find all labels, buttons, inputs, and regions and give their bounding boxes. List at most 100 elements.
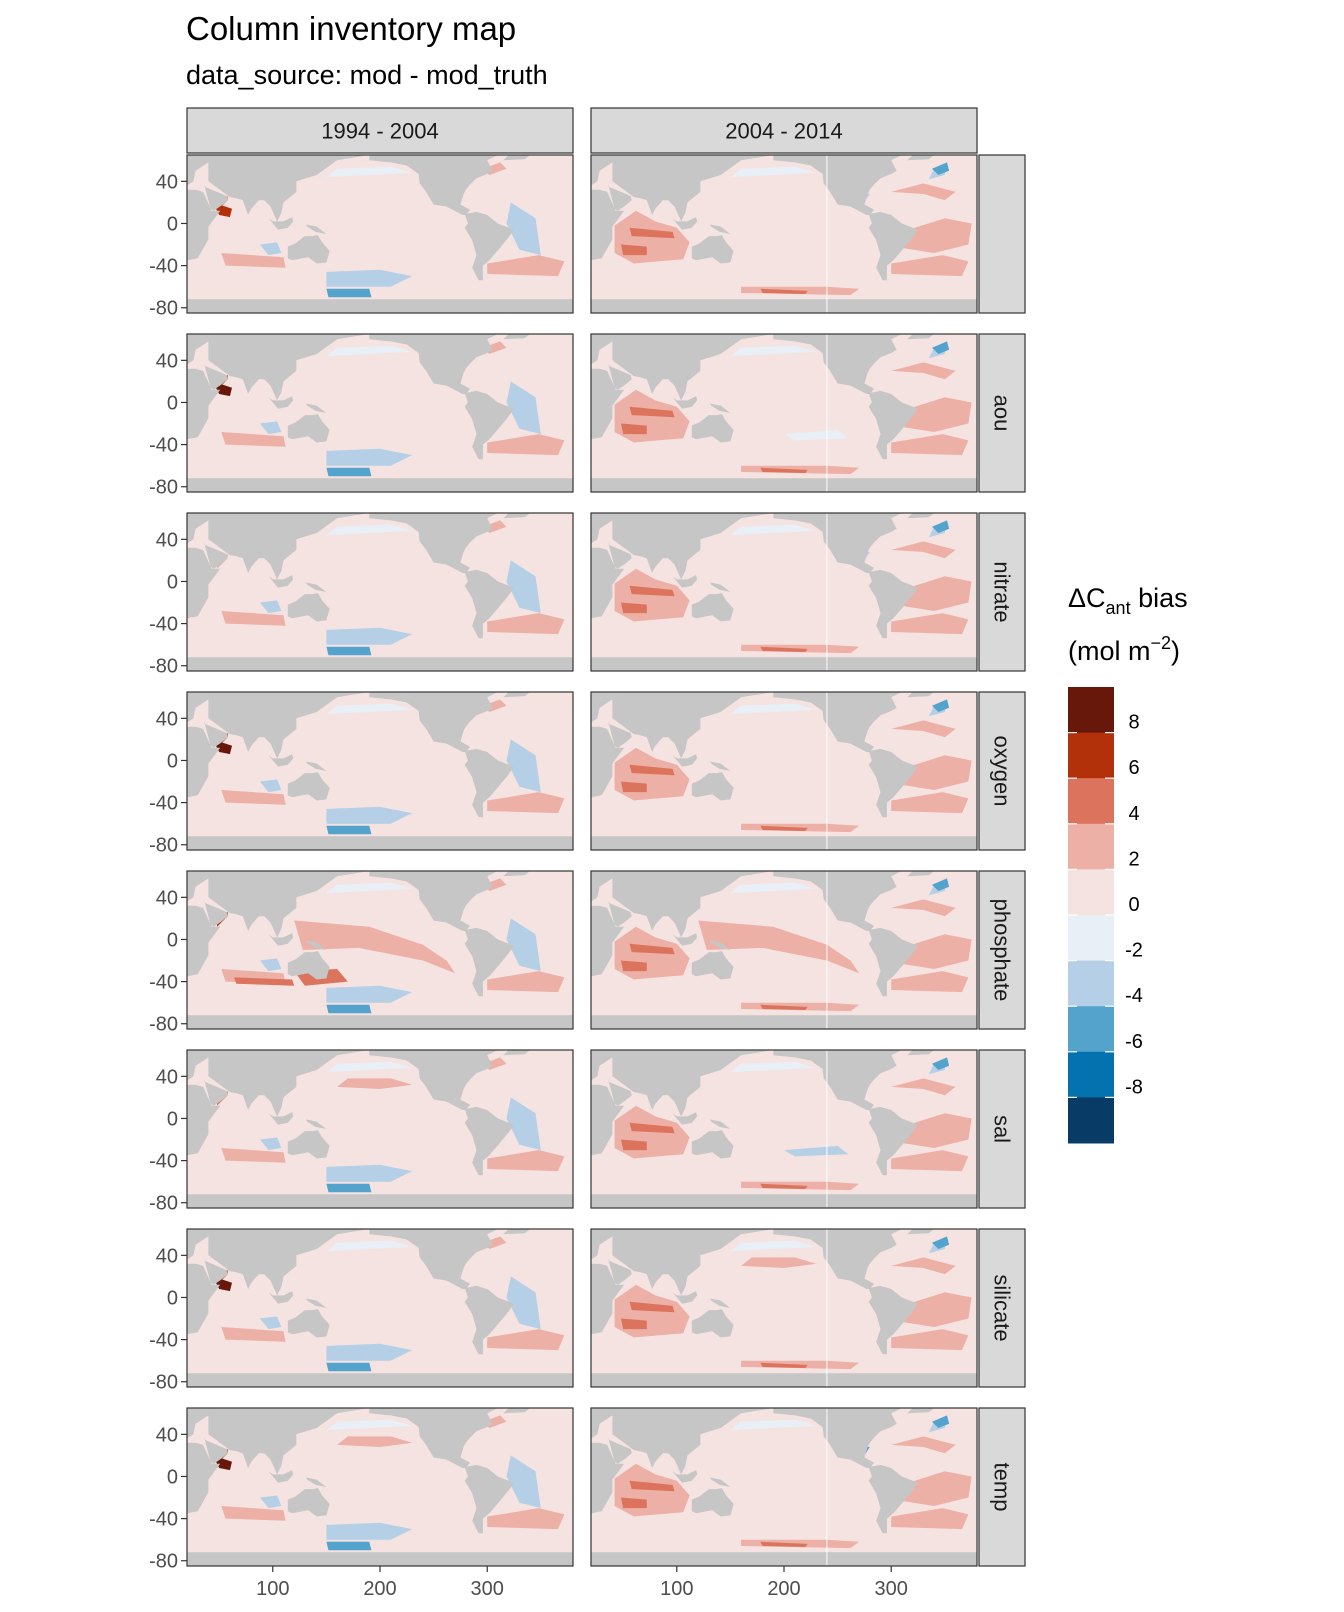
land-mask: [773, 513, 902, 573]
land-mask: [591, 513, 634, 544]
land-mask: [464, 748, 514, 818]
land-mask: [464, 1285, 514, 1355]
land-mask: [187, 726, 221, 798]
land-mask: [591, 726, 625, 798]
y-tick-label: 40: [156, 529, 178, 551]
bias-region: [621, 1139, 647, 1151]
land-mask: [591, 1229, 634, 1260]
bias-region: [784, 1145, 849, 1157]
bias-region: [259, 1316, 282, 1330]
y-tick-label: 40: [156, 708, 178, 730]
land-mask: [591, 1050, 634, 1081]
bias-region: [326, 825, 372, 835]
row-strip: aou: [978, 333, 1026, 493]
land-mask: [672, 754, 698, 767]
land-mask: [306, 1298, 327, 1308]
bias-region: [259, 600, 282, 614]
bias-region: [891, 1329, 969, 1351]
bias-region: [932, 1057, 950, 1070]
bias-region: [891, 971, 969, 993]
map-panel: [186, 691, 574, 851]
land-mask: [369, 1408, 498, 1468]
x-tick-label: 300: [875, 1578, 908, 1600]
bias-region: [621, 781, 647, 793]
land-mask: [268, 754, 294, 767]
bias-region: [326, 166, 413, 178]
y-tick-label: -80: [149, 1014, 178, 1036]
land-mask: [208, 155, 370, 222]
bias-region: [760, 1362, 808, 1368]
bias-region: [621, 1497, 647, 1509]
x-tick-label: 300: [471, 1578, 504, 1600]
bias-region: [506, 1276, 541, 1330]
x-tick-label: 200: [767, 1578, 800, 1600]
land-mask: [691, 1488, 734, 1517]
y-tick-label: 0: [167, 392, 178, 414]
land-mask: [187, 1084, 221, 1156]
land-mask: [204, 184, 228, 211]
y-tick-label: -40: [149, 1330, 178, 1352]
map-panel: [590, 154, 978, 314]
land-mask: [710, 582, 731, 592]
legend-label: 2: [1128, 848, 1139, 870]
y-tick-label: 40: [156, 1424, 178, 1446]
y-tick-label: -40: [149, 793, 178, 815]
land-mask: [464, 1464, 514, 1534]
panel-border: [186, 154, 574, 314]
land-mask: [691, 1309, 734, 1338]
land-mask: [907, 334, 935, 340]
legend-swatch: [1068, 1097, 1114, 1144]
bias-region: [760, 1004, 808, 1010]
land-mask: [591, 1263, 625, 1335]
bias-region: [487, 792, 565, 814]
panel-border: [590, 870, 978, 1030]
bias-region: [487, 971, 565, 993]
y-tick-label: -80: [149, 835, 178, 857]
land-mask: [268, 575, 294, 588]
bias-region: [891, 183, 956, 201]
bias-region: [629, 1122, 675, 1134]
bias-region: [891, 1078, 956, 1096]
bias-region: [259, 779, 282, 793]
bias-region: [487, 1150, 565, 1172]
land-mask: [187, 836, 573, 850]
legend-label: -8: [1125, 1076, 1143, 1098]
legend-colorbar: 8 6 4 2 0 -2 -4 -6 -8: [1068, 687, 1143, 1144]
land-mask: [591, 1373, 977, 1387]
bias-region: [891, 613, 969, 635]
bias-region: [326, 269, 413, 287]
land-mask: [868, 390, 918, 460]
land-mask: [907, 155, 935, 161]
land-mask: [268, 933, 294, 946]
land-mask: [187, 299, 573, 313]
bias-region: [326, 467, 372, 477]
land-mask: [204, 900, 228, 927]
land-mask: [907, 1408, 935, 1414]
bias-region: [891, 1150, 969, 1172]
land-mask: [672, 1291, 698, 1304]
row-strip: silicate: [978, 1228, 1026, 1388]
row-strip: phosphate: [978, 870, 1026, 1030]
y-tick-label: 40: [156, 350, 178, 372]
bias-region: [326, 627, 413, 645]
land-mask: [187, 334, 230, 365]
y-tick-label: -40: [149, 256, 178, 278]
bias-region: [730, 166, 817, 178]
land-mask: [672, 575, 698, 588]
bias-region: [730, 703, 817, 715]
land-mask: [612, 1229, 774, 1296]
y-tick-label: -80: [149, 477, 178, 499]
bias-region: [506, 560, 541, 614]
y-tick-label: -80: [149, 298, 178, 320]
row-strip-label: phosphate: [990, 899, 1015, 1002]
land-mask: [208, 1408, 370, 1475]
legend-label: 0: [1128, 894, 1139, 916]
land-mask: [868, 748, 918, 818]
legend-swatch: [1068, 1051, 1114, 1098]
bias-region: [259, 242, 282, 256]
legend-label: -2: [1125, 940, 1143, 962]
bias-region: [221, 253, 286, 268]
land-mask: [591, 905, 625, 977]
map-panel: [590, 333, 978, 493]
map-panel: [590, 691, 978, 851]
